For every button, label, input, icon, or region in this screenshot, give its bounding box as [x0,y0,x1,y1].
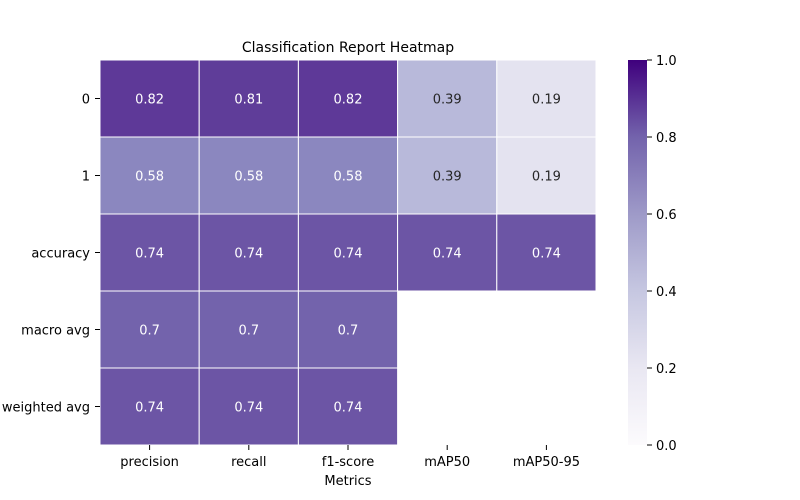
heatmap-cells [99,59,597,446]
cell-value-label: 0.82 [135,93,164,108]
cell-value-label: 0.74 [334,247,363,262]
cell-value-label: 0.7 [238,324,259,339]
heatmap-cell [198,213,299,292]
cell-value-label: 0.7 [139,324,160,339]
cell-value-label: 0.39 [433,170,462,185]
heatmap-cell [198,290,299,369]
heatmap-cell [397,59,498,138]
x-tick-label: recall [231,455,266,470]
heatmap-cell [198,59,299,138]
colorbar: 0.0 0.2 0.4 0.6 0.8 1.0 [628,54,677,454]
x-tick-label: mAP50 [424,455,470,470]
heatmap-cell [297,136,399,215]
x-tick-label: precision [120,455,179,470]
colorbar-tick-label: 0.2 [656,362,677,377]
heatmap-cell [496,213,597,292]
x-axis-label: Metrics [324,474,371,489]
colorbar-gradient [628,60,647,445]
cell-value-label: 0.81 [234,93,263,108]
chart-title: Classification Report Heatmap [242,40,454,56]
heatmap-cell [496,136,597,215]
colorbar-tick-label: 0.8 [656,131,677,146]
heatmap-cell [297,59,399,138]
heatmap-cell [99,136,200,215]
x-tick-label: mAP50-95 [513,455,580,470]
y-tick-label: 1 [82,170,90,185]
colorbar-tick-label: 0.0 [656,439,677,454]
cell-value-label: 0.74 [433,247,462,262]
cell-value-label: 0.74 [234,247,263,262]
cell-value-label: 0.7 [338,324,359,339]
cell-value-label: 0.74 [234,401,263,416]
cell-value-label: 0.19 [532,170,561,185]
y-tick-label: weighted avg [2,401,90,416]
colorbar-tick-label: 0.4 [656,285,677,300]
heatmap-cell [99,367,200,446]
heatmap-cell [297,290,399,369]
cell-value-label: 0.58 [334,170,363,185]
y-axis: 0 1 accuracy macro avg weighted avg [2,93,100,416]
y-tick-label: 0 [82,93,90,108]
x-axis: precision recall f1-score mAP50 mAP50-95 [120,445,580,470]
cell-value-label: 0.74 [532,247,561,262]
cell-value-label: 0.74 [135,401,164,416]
cell-value-label: 0.74 [334,401,363,416]
x-tick-label: f1-score [322,455,374,470]
y-tick-label: macro avg [21,324,90,339]
heatmap-cell [496,59,597,138]
cell-value-label: 0.19 [532,93,561,108]
heatmap-cell [297,367,399,446]
heatmap-cell-labels: 0.82 0.81 0.82 0.39 0.19 0.58 0.58 0.58 0.39 0.19… [135,93,561,416]
colorbar-tick-label: 0.6 [656,208,677,223]
cell-value-label: 0.74 [135,247,164,262]
heatmap-cell [297,213,399,292]
heatmap-cell [99,59,200,138]
cell-value-label: 0.58 [135,170,164,185]
cell-value-label: 0.39 [433,93,462,108]
cell-value-label: 0.58 [234,170,263,185]
y-tick-label: accuracy [31,247,90,262]
heatmap-cell [397,213,498,292]
colorbar-tick-label: 1.0 [656,54,677,69]
heatmap-cell [198,367,299,446]
cell-value-label: 0.82 [334,93,363,108]
